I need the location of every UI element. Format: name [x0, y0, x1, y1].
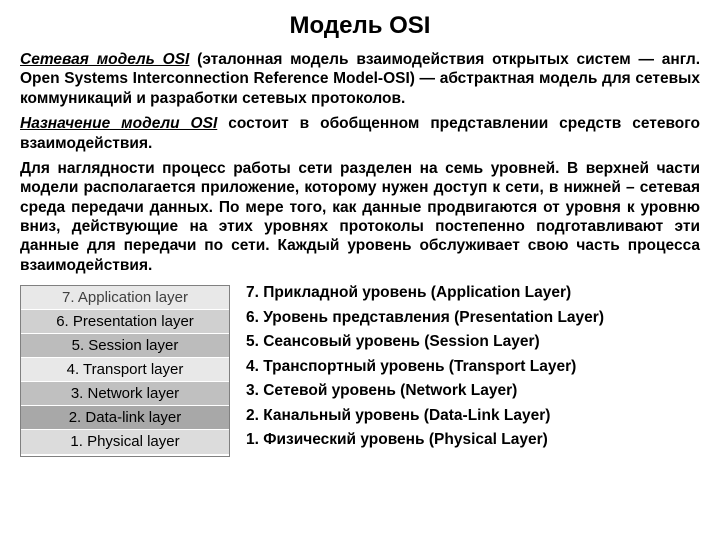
list-item: 3. Сетевой уровень (Network Layer): [246, 383, 700, 399]
table-row: 4. Transport layer: [21, 358, 229, 382]
lead-term-2: Назначение модели OSI: [20, 115, 217, 132]
table-row: 3. Network layer: [21, 382, 229, 406]
page-title: Модель OSI: [20, 12, 700, 40]
layers-section: 7. Application layer 6. Presentation lay…: [20, 285, 700, 457]
paragraph-purpose: Назначение модели OSI состоит в обобщенн…: [20, 114, 700, 153]
table-row: 1. Physical layer: [21, 430, 229, 454]
list-item: 4. Транспортный уровень (Transport Layer…: [246, 359, 700, 375]
osi-layer-list: 7. Прикладной уровень (Application Layer…: [246, 285, 700, 457]
list-item: 1. Физический уровень (Physical Layer): [246, 432, 700, 448]
osi-layer-table: 7. Application layer 6. Presentation lay…: [20, 285, 230, 457]
paragraph-definition: Сетевая модель OSI (эталонная модель вза…: [20, 50, 700, 108]
table-row: 6. Presentation layer: [21, 310, 229, 334]
list-item: 7. Прикладной уровень (Application Layer…: [246, 285, 700, 301]
lead-term-1: Сетевая модель OSI: [20, 51, 189, 68]
table-row: 5. Session layer: [21, 334, 229, 358]
paragraph-description: Для наглядности процесс работы сети разд…: [20, 159, 700, 275]
list-item: 6. Уровень представления (Presentation L…: [246, 310, 700, 326]
table-row: 7. Application layer: [21, 286, 229, 310]
table-row: 2. Data-link layer: [21, 406, 229, 430]
list-item: 2. Канальный уровень (Data-Link Layer): [246, 408, 700, 424]
list-item: 5. Сеансовый уровень (Session Layer): [246, 334, 700, 350]
